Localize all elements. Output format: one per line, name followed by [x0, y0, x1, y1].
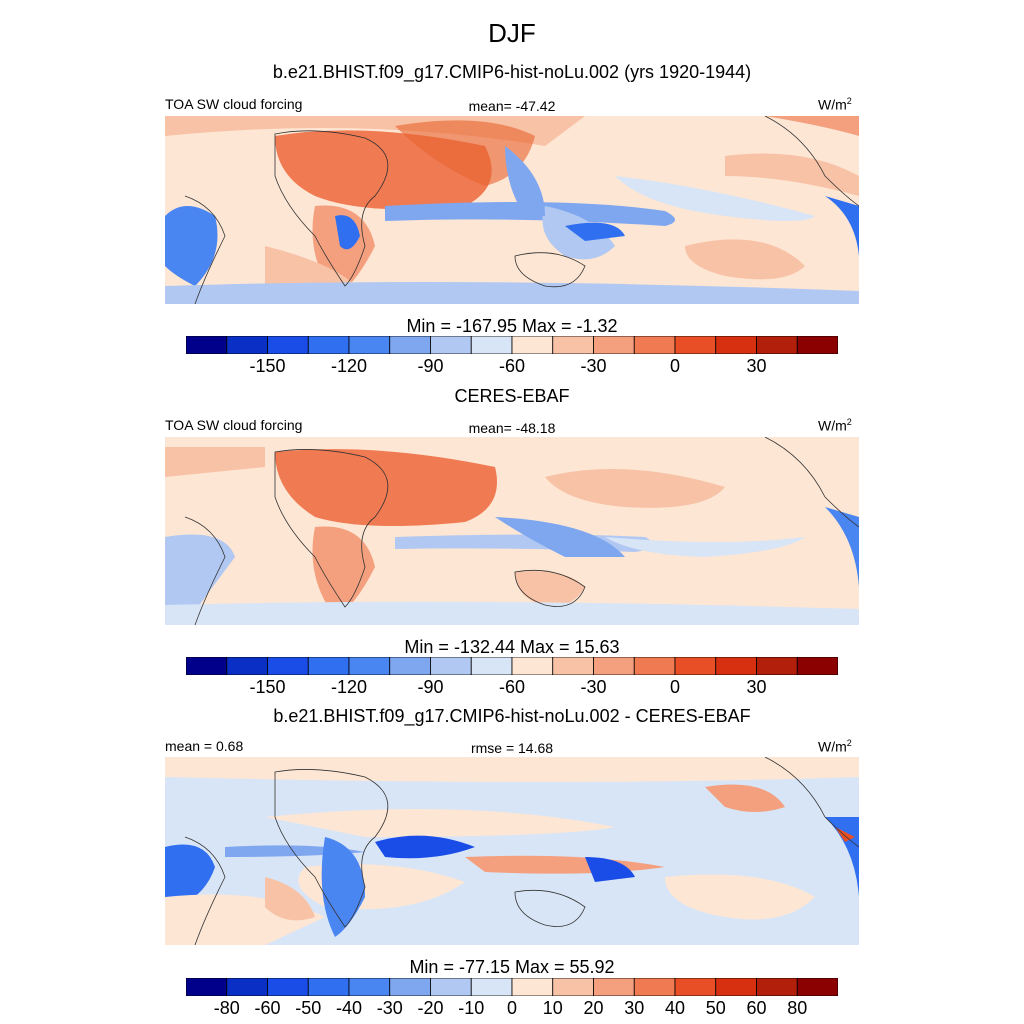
center-label: mean= -48.18: [468, 420, 556, 436]
units-label: W/m2: [818, 417, 852, 434]
minmax-label: Min = -77.15 Max = 55.92: [409, 957, 615, 977]
colorbar-swatch: [715, 978, 757, 996]
colorbar-swatch: [633, 657, 676, 675]
colorbar-swatch: [267, 336, 309, 354]
colorbar-swatch: [470, 336, 513, 354]
colorbar-tick-label: -20: [417, 998, 444, 1018]
colorbar-swatch: [348, 336, 391, 354]
colorbar-swatch: [633, 336, 676, 354]
colorbar-swatch: [470, 657, 513, 675]
colorbar-tick-label: -90: [417, 356, 444, 376]
colorbar-swatch: [430, 978, 472, 996]
colorbar-tick-label: 0: [506, 998, 517, 1018]
colorbar-swatch: [756, 657, 798, 675]
main-title: DJF: [488, 18, 536, 48]
colorbar-tick-label: -60: [498, 677, 525, 697]
colorbar-swatch: [511, 657, 554, 675]
colorbar-tick-label: 40: [664, 998, 686, 1018]
colorbar-swatch: [186, 657, 228, 675]
colorbar-swatch: [389, 657, 431, 675]
colorbar-swatch: [511, 978, 554, 996]
colorbar-swatch: [674, 336, 717, 354]
colorbar-swatch: [796, 657, 838, 675]
center-label: rmse = 14.68: [470, 740, 554, 756]
colorbar-swatch: [307, 978, 350, 996]
colorbar-tick-label: -80: [213, 998, 240, 1018]
colorbar-swatch: [715, 336, 757, 354]
map-panel-2: [165, 437, 859, 625]
colorbar-tick-label: 0: [669, 356, 680, 376]
colorbar-2: [186, 657, 838, 675]
colorbar-tick-label: -50: [295, 998, 322, 1018]
colorbar-swatch: [389, 336, 431, 354]
colorbar-swatch: [226, 657, 268, 675]
colorbar-swatch: [715, 657, 757, 675]
colorbar-swatch: [756, 978, 798, 996]
minmax-label: Min = -132.44 Max = 15.63: [404, 637, 620, 657]
colorbar-tick-label: 50: [705, 998, 726, 1018]
colorbar-tick-label: 30: [746, 356, 767, 376]
colorbar-tick-label: -120: [330, 677, 368, 697]
colorbar-tick-label: 30: [624, 998, 645, 1018]
panel-title: CERES-EBAF: [454, 386, 570, 406]
colorbar-swatch: [186, 336, 228, 354]
colorbar-tick-label: -30: [580, 677, 607, 697]
colorbar-tick-label: -30: [580, 356, 607, 376]
colorbar-3: [186, 978, 838, 996]
units-label: W/m2: [818, 738, 852, 755]
colorbar-swatch: [674, 657, 717, 675]
map-panel-3: [165, 757, 859, 945]
colorbar-tick-label: 20: [583, 998, 604, 1018]
colorbar-tick-label: 80: [787, 998, 808, 1018]
colorbar-tick-label: -90: [417, 677, 444, 697]
colorbar-tick-label: -150: [249, 677, 286, 697]
colorbar-swatch: [511, 336, 554, 354]
colorbar-swatch: [267, 978, 309, 996]
colorbar-tick-label: -60: [498, 356, 525, 376]
colorbar-tick-label: -60: [254, 998, 281, 1018]
colorbar-swatch: [307, 657, 350, 675]
colorbar-swatch: [593, 978, 635, 996]
colorbar-swatch: [470, 978, 513, 996]
colorbar-swatch: [593, 657, 635, 675]
colorbar-tick-label: -10: [458, 998, 485, 1018]
colorbar-swatch: [796, 978, 838, 996]
colorbar-swatch: [348, 978, 391, 996]
units-label: W/m2: [818, 96, 852, 113]
colorbar-tick-label: 10: [542, 998, 563, 1018]
colorbar-swatch: [796, 336, 838, 354]
colorbar-tick-label: 60: [746, 998, 767, 1018]
colorbar-swatch: [430, 657, 472, 675]
colorbar-tick-label: -40: [335, 998, 362, 1018]
colorbar-tick-label: -30: [376, 998, 403, 1018]
colorbar-swatch: [593, 336, 635, 354]
colorbar-swatch: [756, 336, 798, 354]
colorbar-swatch: [226, 978, 268, 996]
colorbar-tick-label: -150: [249, 356, 286, 376]
left-label: TOA SW cloud forcing: [165, 417, 303, 433]
colorbar-swatch: [674, 978, 717, 996]
panel-title: b.e21.BHIST.f09_g17.CMIP6-hist-noLu.002 …: [272, 62, 752, 82]
colorbar-swatch: [552, 657, 594, 675]
colorbar-swatch: [552, 336, 594, 354]
colorbar-1: [186, 336, 838, 354]
colorbar-swatch: [307, 336, 350, 354]
center-label: mean= -47.42: [468, 98, 556, 114]
map-panel-1: [165, 116, 859, 304]
colorbar-swatch: [430, 336, 472, 354]
minmax-label: Min = -167.95 Max = -1.32: [406, 316, 618, 336]
colorbar-tick-label: 30: [746, 677, 767, 697]
colorbar-swatch: [186, 978, 228, 996]
panel-title: b.e21.BHIST.f09_g17.CMIP6-hist-noLu.002 …: [273, 706, 751, 726]
left-label: TOA SW cloud forcing: [165, 96, 303, 112]
colorbar-swatch: [633, 978, 676, 996]
colorbar-swatch: [226, 336, 268, 354]
left-label: mean = 0.68: [165, 738, 244, 754]
colorbar-tick-label: -120: [330, 356, 368, 376]
colorbar-swatch: [348, 657, 391, 675]
colorbar-swatch: [389, 978, 431, 996]
colorbar-tick-label: 0: [669, 677, 680, 697]
colorbar-swatch: [552, 978, 594, 996]
colorbar-swatch: [267, 657, 309, 675]
